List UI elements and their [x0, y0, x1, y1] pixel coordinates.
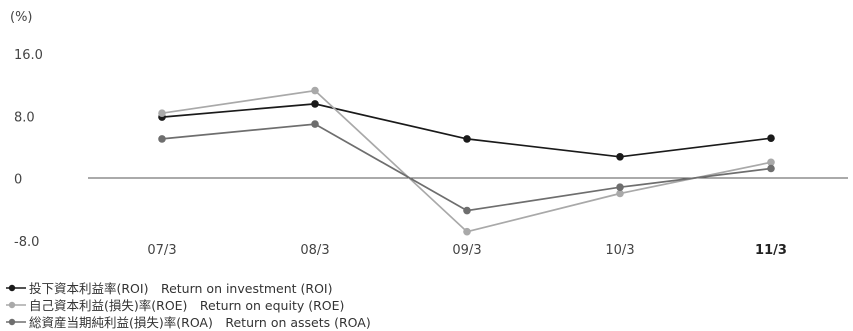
x-tick-label: 11/3	[755, 243, 787, 258]
series-points	[158, 86, 775, 236]
legend-label-roi: 投下資本利益率(ROI) Return on investment (ROI)	[29, 281, 333, 296]
legend: 投下資本利益率(ROI) Return on investment (ROI) …	[6, 279, 606, 330]
y-axis-ticks: 16.0 8.0 0 -8.0	[14, 48, 43, 250]
y-tick-label: 16.0	[14, 48, 43, 63]
data-point-2	[463, 206, 471, 215]
data-point-2	[616, 183, 624, 191]
legend-item-roe: 自己資本利益(損失)率(ROE) Return on equity (ROE)	[6, 296, 606, 313]
line-chart: (%) 16.0 8.0 0 -8.0 07/3 08/3 09/3 10/3 11/3	[10, 10, 848, 258]
data-point-0	[616, 153, 624, 161]
y-unit-label: (%)	[10, 10, 33, 25]
x-tick-label: 09/3	[452, 243, 481, 258]
legend-item-roa: 総資産当期純利益(損失)率(ROA) Return on assets (ROA…	[6, 313, 606, 330]
x-axis-ticks: 07/3 08/3 09/3 10/3 11/3	[147, 243, 787, 258]
y-tick-label: 8.0	[14, 110, 35, 125]
data-point-2	[311, 120, 319, 128]
data-point-0	[767, 134, 775, 142]
data-point-0	[311, 100, 319, 108]
data-point-1	[767, 158, 775, 167]
x-tick-label: 08/3	[300, 243, 329, 258]
data-point-1	[463, 227, 471, 236]
y-tick-label: -8.0	[14, 235, 39, 250]
legend-item-roi: 投下資本利益率(ROI) Return on investment (ROI)	[6, 279, 606, 296]
data-point-1	[311, 86, 319, 95]
data-point-0	[463, 135, 471, 143]
legend-marker-roa	[6, 318, 26, 325]
data-point-2	[158, 135, 166, 143]
data-point-2	[767, 164, 775, 173]
x-tick-label: 10/3	[605, 243, 634, 258]
y-tick-label: 0	[14, 173, 22, 188]
x-tick-label: 07/3	[147, 243, 176, 258]
data-point-1	[158, 109, 166, 117]
data-point-1	[616, 189, 624, 198]
legend-label-roe: 自己資本利益(損失)率(ROE) Return on equity (ROE)	[29, 298, 345, 313]
legend-marker-roi	[6, 284, 26, 291]
legend-label-roa: 総資産当期純利益(損失)率(ROA) Return on assets (ROA…	[29, 315, 371, 330]
legend-marker-roe	[6, 301, 26, 308]
